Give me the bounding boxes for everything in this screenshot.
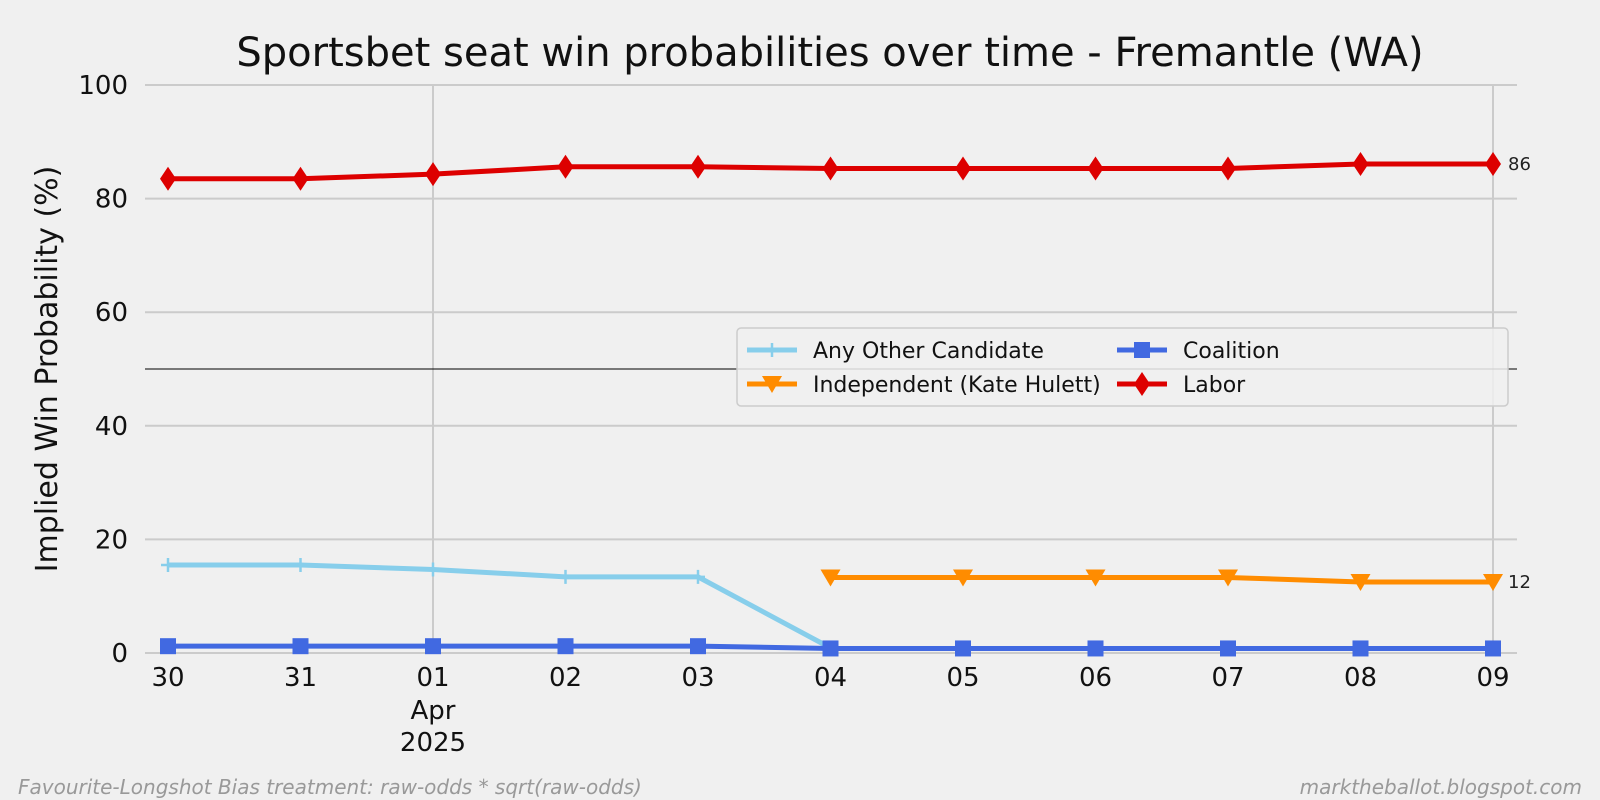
legend-marker-labor [1134,372,1150,396]
data-point-independent-kate-hulett [1483,574,1503,591]
x-tick-sublabel: Apr [411,696,456,726]
legend-marker-independent-kate-hulett [762,376,782,393]
data-point-labor [1220,156,1236,181]
series-line-independent-kate-hulett [830,574,1493,585]
data-point-any-other-candidate [691,569,705,584]
x-tick-label: 31 [284,663,317,693]
data-point-labor [1087,156,1104,181]
legend-marker-coalition [1134,342,1150,358]
data-point-independent-kate-hulett [953,569,973,587]
x-tick-sublabel: 2025 [400,728,466,758]
x-tick-label: 05 [946,663,979,693]
end-label: 12 [1508,572,1531,593]
chart-title: Sportsbet seat win probabilities over ti… [236,30,1423,76]
series-line-any-other-candidate [168,562,832,651]
data-point-any-other-candidate [161,557,175,572]
data-point-labor [160,166,176,191]
data-point-any-other-candidate [426,562,440,577]
y-tick-label: 100 [78,71,128,101]
x-tick-label: 03 [681,663,714,693]
legend-marker-any-other-candidate [765,343,779,357]
legend-label-coalition: Coalition [1183,339,1280,364]
data-point-any-other-candidate [293,557,308,572]
legend-box [736,327,1509,407]
x-tick-label: 04 [814,663,847,693]
data-point-coalition [557,638,574,655]
data-point-labor [1352,151,1369,176]
grid [145,84,1517,654]
y-tick-label: 40 [95,412,128,442]
x-tick-label: 07 [1211,663,1244,693]
y-tick-label: 20 [95,525,128,555]
data-point-coalition [955,640,971,657]
x-tick-label: 30 [151,663,184,693]
data-point-any-other-candidate [558,569,573,584]
x-tick-label: 09 [1476,663,1509,693]
data-point-labor [292,166,309,191]
data-point-coalition [690,638,706,655]
legend: Any Other Candidate Independent (Kate Hul… [736,327,1509,407]
y-axis-label: Implied Win Probability (%) [30,166,65,573]
data-point-labor [557,154,574,179]
data-point-coalition [1485,640,1501,657]
legend-label-any-other-candidate: Any Other Candidate [813,339,1044,364]
y-tick-label: 80 [95,185,128,215]
end-labels: 86 12 [1508,154,1531,593]
data-point-coalition [1352,640,1369,657]
data-point-coalition [1087,640,1104,657]
data-point-coalition [292,638,309,655]
x-tick-label: 02 [549,663,582,693]
footer-right: marktheballot.blogspot.com [1300,775,1582,799]
data-point-independent-kate-hulett [820,569,841,587]
legend-label-independent-kate-hulett: Independent (Kate Hulett) [813,373,1101,398]
data-point-coalition [425,638,441,655]
series-layer [160,151,1503,657]
y-tick-label: 0 [111,639,128,669]
data-point-independent-kate-hulett [1218,569,1238,587]
y-tick-label: 60 [95,298,128,328]
x-tick-label: 01 [416,663,449,693]
x-tick-label: 06 [1079,663,1112,693]
data-point-coalition [1220,640,1236,657]
footer-left: Favourite-Longshot Bias treatment: raw-o… [18,775,642,799]
series-any-other-candidate [161,557,838,655]
data-point-labor [690,154,706,179]
end-label: 86 [1508,154,1531,175]
data-point-coalition [160,638,176,655]
data-point-labor [822,156,839,181]
x-tick-label: 08 [1344,663,1377,693]
data-point-independent-kate-hulett [1350,574,1371,591]
data-point-labor [425,162,441,187]
data-point-labor [1485,151,1501,176]
series-coalition [160,638,1501,657]
data-point-independent-kate-hulett [1085,569,1106,587]
data-point-labor [955,156,971,181]
legend-label-labor: Labor [1183,373,1246,398]
series-independent-kate-hulett [820,569,1503,591]
series-labor [160,151,1501,191]
data-point-coalition [822,640,839,657]
